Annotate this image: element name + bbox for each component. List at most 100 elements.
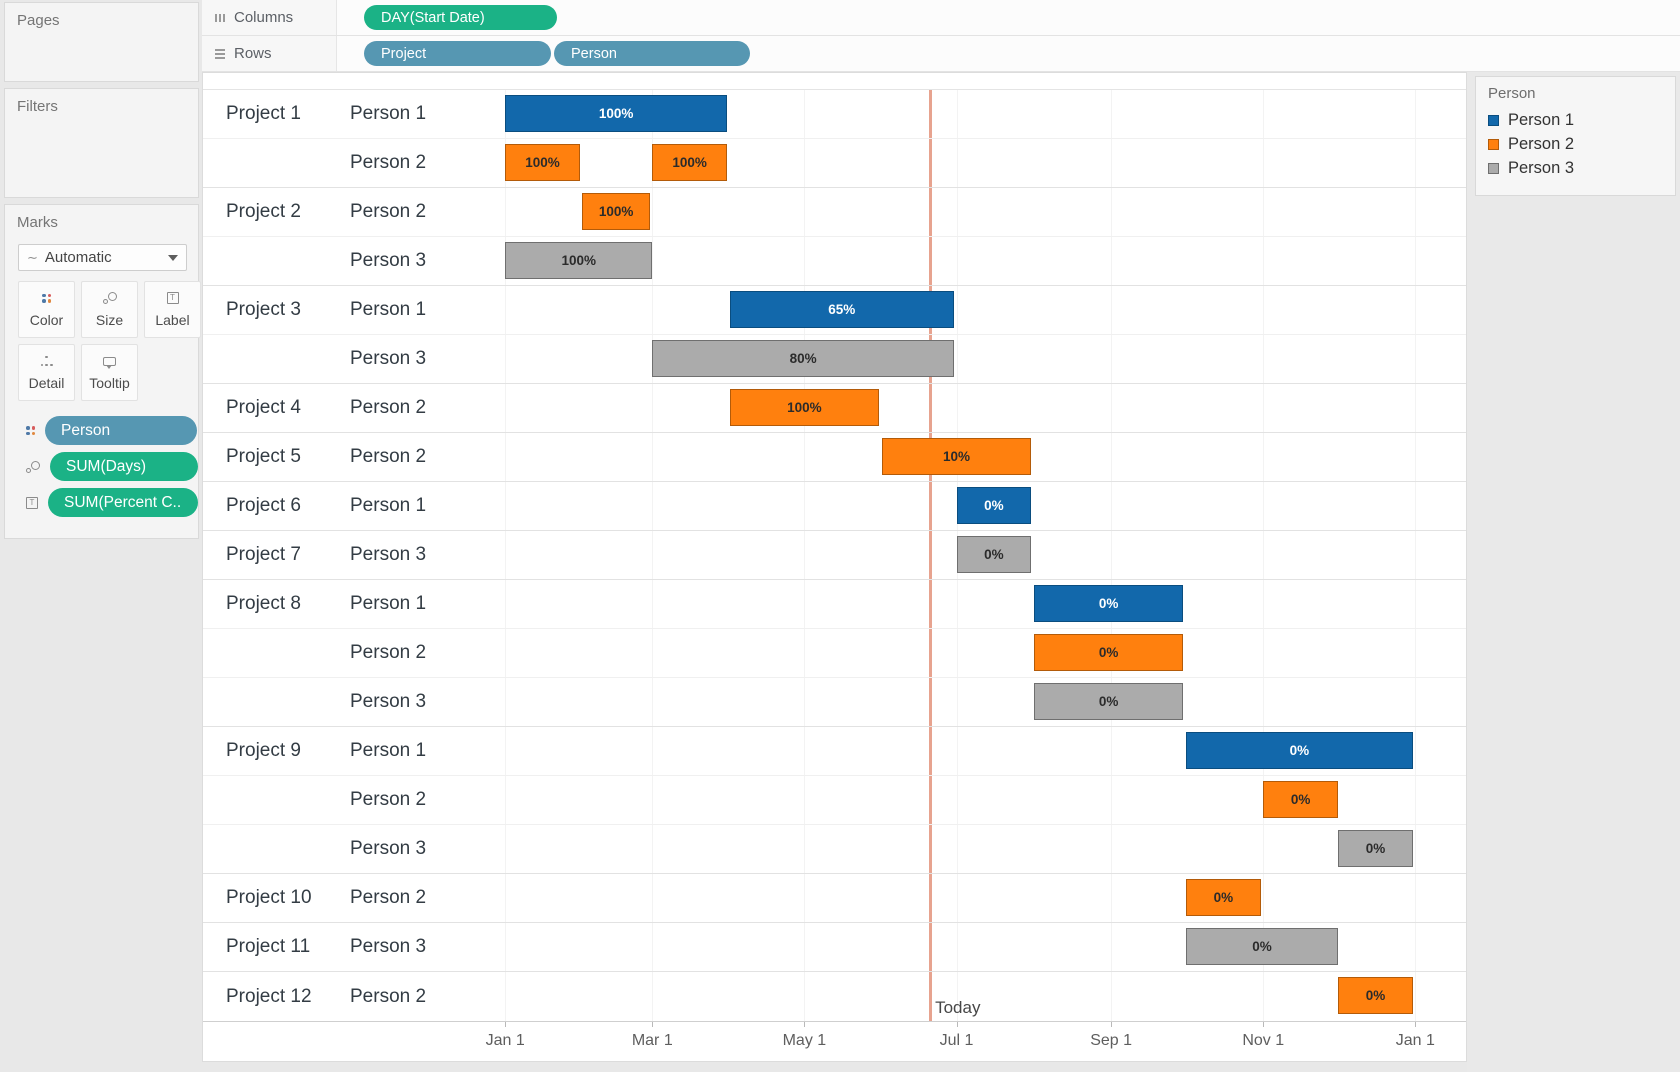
gantt-bar[interactable]: 80% bbox=[652, 340, 954, 377]
project-label[interactable]: Project 7 bbox=[226, 544, 301, 565]
gantt-bar[interactable]: 10% bbox=[881, 438, 1032, 475]
project-label[interactable]: Project 2 bbox=[226, 201, 301, 222]
project-label[interactable]: Project 9 bbox=[226, 740, 301, 761]
project-label[interactable]: Project 12 bbox=[226, 985, 312, 1007]
marks-pill-row: T SUM(Percent C.. bbox=[26, 488, 198, 517]
gantt-bar[interactable]: 100% bbox=[505, 95, 728, 132]
gantt-row: Person 3 100% bbox=[203, 237, 1466, 286]
color-button[interactable]: Color bbox=[18, 281, 75, 338]
row-header: Project 8 Person 1 bbox=[203, 580, 464, 628]
axis-tick bbox=[652, 1022, 654, 1027]
tooltip-icon bbox=[103, 354, 116, 369]
row-header: Project 5 Person 2 bbox=[203, 433, 464, 481]
gantt-row: Project 8 Person 1 0% bbox=[203, 580, 1466, 629]
pages-shelf[interactable]: Pages bbox=[4, 2, 199, 82]
pill-day-start-date[interactable]: DAY(Start Date) bbox=[364, 5, 557, 30]
mark-button-label: Color bbox=[29, 312, 64, 328]
color-swatch bbox=[1488, 163, 1499, 174]
axis-tick-label: Jan 1 bbox=[485, 1032, 525, 1049]
month-gridline bbox=[1415, 90, 1417, 1021]
legend-item[interactable]: Person 2 bbox=[1488, 135, 1675, 154]
gantt-bar[interactable]: 0% bbox=[1338, 977, 1413, 1014]
filters-shelf[interactable]: Filters bbox=[4, 88, 199, 198]
tooltip-button[interactable]: Tooltip bbox=[81, 344, 138, 401]
project-label[interactable]: Project 11 bbox=[226, 936, 311, 957]
gantt-bar[interactable]: 0% bbox=[1033, 683, 1184, 720]
gantt-row-plot: 100% bbox=[464, 188, 1459, 236]
person-label[interactable]: Person 2 bbox=[350, 789, 427, 810]
main-area: Columns DAY(Start Date) Rows Project Per… bbox=[202, 0, 1680, 1072]
person-label[interactable]: Person 1 bbox=[350, 495, 427, 516]
person-label[interactable]: Person 1 bbox=[350, 103, 427, 124]
project-label[interactable]: Project 1 bbox=[226, 103, 301, 124]
pill-project[interactable]: Project bbox=[364, 41, 551, 66]
project-label[interactable]: Project 4 bbox=[226, 397, 301, 418]
row-header: Project 9 Person 1 bbox=[203, 727, 464, 775]
left-sidebar: Pages Filters Marks ∼ Automatic Color Siz… bbox=[0, 0, 202, 1072]
gantt-row-plot: 0% bbox=[464, 776, 1459, 824]
rows-pill-area[interactable]: Project Person bbox=[337, 36, 1680, 71]
person-label[interactable]: Person 3 bbox=[350, 544, 427, 565]
person-label[interactable]: Person 2 bbox=[350, 887, 427, 908]
person-label[interactable]: Person 1 bbox=[350, 593, 427, 614]
row-header: Person 3 bbox=[203, 237, 464, 285]
person-label[interactable]: Person 3 bbox=[350, 348, 427, 369]
detail-button[interactable]: Detail bbox=[18, 344, 75, 401]
person-label[interactable]: Person 2 bbox=[350, 642, 427, 663]
project-label[interactable]: Project 8 bbox=[226, 593, 301, 614]
person-label[interactable]: Person 3 bbox=[350, 936, 427, 957]
person-label[interactable]: Person 2 bbox=[350, 152, 427, 173]
today-reference-line bbox=[929, 90, 933, 1021]
person-label[interactable]: Person 2 bbox=[350, 397, 427, 418]
person-label[interactable]: Person 3 bbox=[350, 838, 427, 859]
gantt-bar[interactable]: 100% bbox=[729, 389, 880, 426]
gantt-bar[interactable]: 0% bbox=[1185, 879, 1261, 916]
color-swatch bbox=[1488, 139, 1499, 150]
project-label[interactable]: Project 3 bbox=[226, 299, 301, 320]
person-label[interactable]: Person 1 bbox=[350, 299, 427, 320]
axis-tick-label: Nov 1 bbox=[1242, 1032, 1285, 1049]
project-label[interactable]: Project 5 bbox=[226, 446, 301, 467]
person-label[interactable]: Person 3 bbox=[350, 691, 427, 712]
gantt-bar[interactable]: 0% bbox=[1033, 634, 1184, 671]
row-header: Person 3 bbox=[203, 825, 464, 873]
row-header: Project 10 Person 2 bbox=[203, 874, 464, 922]
gantt-bar[interactable]: 100% bbox=[652, 144, 728, 181]
legend-item[interactable]: Person 3 bbox=[1488, 159, 1675, 178]
legend-item[interactable]: Person 1 bbox=[1488, 111, 1675, 130]
person-label[interactable]: Person 2 bbox=[350, 446, 427, 467]
marks-pill[interactable]: SUM(Percent C.. bbox=[48, 488, 198, 517]
gantt-bar[interactable]: 0% bbox=[1185, 732, 1413, 769]
gantt-bar[interactable]: 0% bbox=[1263, 781, 1339, 818]
automatic-mark-icon: ∼ bbox=[27, 250, 38, 265]
person-label[interactable]: Person 1 bbox=[350, 740, 427, 761]
gantt-bar[interactable]: 100% bbox=[582, 193, 650, 230]
gantt-row: Project 9 Person 1 0% bbox=[203, 727, 1466, 776]
gantt-row: Project 11 Person 3 0% bbox=[203, 923, 1466, 972]
gantt-bar[interactable]: 0% bbox=[956, 487, 1032, 524]
gantt-row-plot: 10% bbox=[464, 433, 1459, 481]
project-label[interactable]: Project 10 bbox=[226, 887, 312, 908]
dropdown-arrow-icon[interactable] bbox=[160, 254, 186, 261]
marks-pill[interactable]: SUM(Days) bbox=[50, 452, 198, 481]
person-label[interactable]: Person 3 bbox=[350, 250, 427, 271]
gantt-bar[interactable]: 100% bbox=[505, 242, 653, 279]
legend-label: Person 1 bbox=[1508, 111, 1575, 129]
marks-pill[interactable]: Person bbox=[45, 416, 197, 445]
gantt-bar[interactable]: 0% bbox=[1033, 585, 1184, 622]
gantt-bar[interactable]: 100% bbox=[505, 144, 580, 181]
axis-tick bbox=[1263, 1022, 1265, 1027]
pill-person[interactable]: Person bbox=[554, 41, 750, 66]
gantt-bar[interactable]: 0% bbox=[1338, 830, 1413, 867]
person-label[interactable]: Person 2 bbox=[350, 201, 427, 222]
gantt-bar[interactable]: 0% bbox=[1185, 928, 1339, 965]
columns-pill-area[interactable]: DAY(Start Date) bbox=[337, 0, 1680, 35]
mark-type-dropdown[interactable]: ∼ Automatic bbox=[18, 244, 187, 271]
label-button[interactable]: T Label bbox=[144, 281, 201, 338]
size-button[interactable]: Size bbox=[81, 281, 138, 338]
project-label[interactable]: Project 6 bbox=[226, 495, 301, 516]
person-label[interactable]: Person 2 bbox=[350, 985, 427, 1007]
gantt-bar[interactable]: 0% bbox=[956, 536, 1032, 573]
gantt-bar[interactable]: 65% bbox=[729, 291, 954, 328]
